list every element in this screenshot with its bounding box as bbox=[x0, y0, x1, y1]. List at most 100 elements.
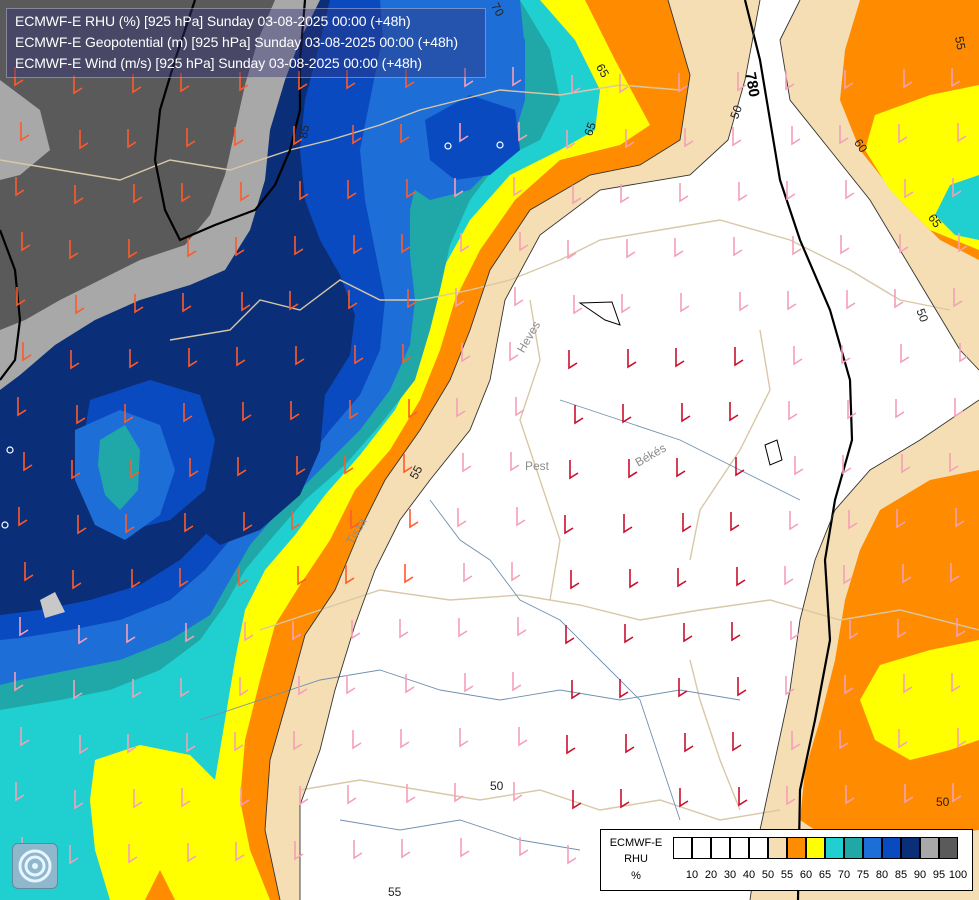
legend-title-variable: RHU bbox=[624, 853, 648, 865]
wind-barb bbox=[238, 567, 248, 587]
legend-swatch bbox=[920, 837, 939, 859]
wind-barb bbox=[459, 123, 469, 143]
geopotential-contours bbox=[0, 0, 854, 900]
wind-barb bbox=[129, 349, 139, 369]
rhu-95-inset bbox=[0, 80, 50, 180]
wind-barb bbox=[345, 565, 355, 585]
wind-barb bbox=[572, 790, 582, 810]
wind-barb bbox=[845, 180, 855, 200]
wind-barb bbox=[353, 840, 363, 860]
legend-tick-label: 20 bbox=[704, 869, 718, 881]
wind-barb bbox=[70, 350, 80, 370]
rhu-85-pocket bbox=[425, 95, 520, 180]
wind-barb bbox=[845, 785, 855, 805]
wind-barb bbox=[75, 295, 85, 315]
wind-barb bbox=[733, 237, 743, 257]
place-pest: Pest bbox=[525, 459, 550, 473]
wind-barb bbox=[568, 350, 578, 370]
legend-tick-label: 55 bbox=[780, 869, 794, 881]
wind-barb bbox=[290, 401, 300, 421]
wind-barb bbox=[793, 346, 803, 366]
wind-barb bbox=[17, 397, 27, 417]
wind-barb bbox=[895, 399, 905, 419]
wind-barb bbox=[128, 844, 138, 864]
wind-barb bbox=[134, 294, 144, 314]
wind-barb bbox=[951, 68, 961, 88]
rhu-label: 85 bbox=[296, 124, 312, 140]
wind-barb bbox=[683, 623, 693, 643]
wind-barb bbox=[684, 733, 694, 753]
wind-barb bbox=[844, 675, 854, 695]
wind-barb bbox=[74, 185, 84, 205]
rhu-label: 50 bbox=[913, 307, 931, 325]
legend-swatch bbox=[901, 837, 920, 859]
rhu-label: 55 bbox=[952, 35, 968, 51]
wind-barb bbox=[900, 344, 910, 364]
wind-barb bbox=[72, 570, 82, 590]
wind-barb bbox=[181, 788, 191, 808]
wind-barb bbox=[409, 509, 419, 529]
wind-barb bbox=[785, 71, 795, 91]
wind-barb bbox=[566, 130, 576, 150]
wind-barb bbox=[77, 515, 87, 535]
wind-barb bbox=[839, 730, 849, 750]
wind-barbs bbox=[14, 67, 969, 865]
wind-barb bbox=[792, 236, 802, 256]
legend-swatch bbox=[939, 837, 958, 859]
wind-barb bbox=[732, 127, 742, 147]
wind-barb bbox=[235, 237, 245, 257]
wind-barb bbox=[621, 294, 631, 314]
wind-barb bbox=[292, 621, 302, 641]
legend-swatch bbox=[711, 837, 730, 859]
rhu-65-pocket-sw bbox=[90, 745, 235, 900]
wind-barb bbox=[679, 788, 689, 808]
wind-barb bbox=[786, 181, 796, 201]
wind-barb bbox=[904, 784, 914, 804]
wind-barb bbox=[959, 343, 969, 363]
rhu-contours bbox=[264, 0, 979, 900]
wind-barb bbox=[79, 735, 89, 755]
wind-barb bbox=[903, 674, 913, 694]
wind-barb bbox=[737, 677, 747, 697]
legend-title-unit: % bbox=[631, 870, 641, 882]
wind-barb bbox=[730, 512, 740, 532]
legend-tick-label: 70 bbox=[837, 869, 851, 881]
wind-barb bbox=[180, 73, 190, 93]
wind-barb bbox=[291, 511, 301, 531]
wind-barb bbox=[791, 126, 801, 146]
wind-barb bbox=[236, 347, 246, 367]
legend-swatch bbox=[768, 837, 787, 859]
wind-barb bbox=[677, 568, 687, 588]
wind-barb bbox=[408, 399, 418, 419]
wind-barb bbox=[132, 679, 142, 699]
wind-barb bbox=[400, 729, 410, 749]
rhu-label: 50 bbox=[936, 795, 950, 809]
wind-barb bbox=[794, 456, 804, 476]
wind-barb bbox=[244, 622, 254, 642]
rhu-65-southeast bbox=[860, 640, 979, 760]
wind-barb bbox=[519, 837, 529, 857]
wind-barb bbox=[73, 75, 83, 95]
geopotential-label: 780 bbox=[741, 71, 762, 99]
rhu-60-pocket-sw bbox=[145, 870, 175, 900]
wind-barb bbox=[736, 567, 746, 587]
wind-barb bbox=[953, 288, 963, 308]
wind-barb bbox=[513, 177, 523, 197]
wind-barb bbox=[20, 727, 30, 747]
wind-barb bbox=[289, 291, 299, 311]
wind-barb bbox=[242, 402, 252, 422]
wind-barb bbox=[627, 349, 637, 369]
wind-barb bbox=[20, 122, 30, 142]
wind-barb bbox=[401, 839, 411, 859]
wind-barb bbox=[732, 732, 742, 752]
wind-barb bbox=[952, 178, 962, 198]
legend-tick-label: 65 bbox=[818, 869, 832, 881]
legend-tick-label: 95 bbox=[932, 869, 946, 881]
wind-barb bbox=[678, 678, 688, 698]
wind-barb bbox=[458, 618, 468, 638]
wind-barb bbox=[839, 125, 849, 145]
wind-barb bbox=[517, 617, 527, 637]
wind-barb bbox=[406, 784, 416, 804]
county-outlines bbox=[578, 301, 783, 466]
